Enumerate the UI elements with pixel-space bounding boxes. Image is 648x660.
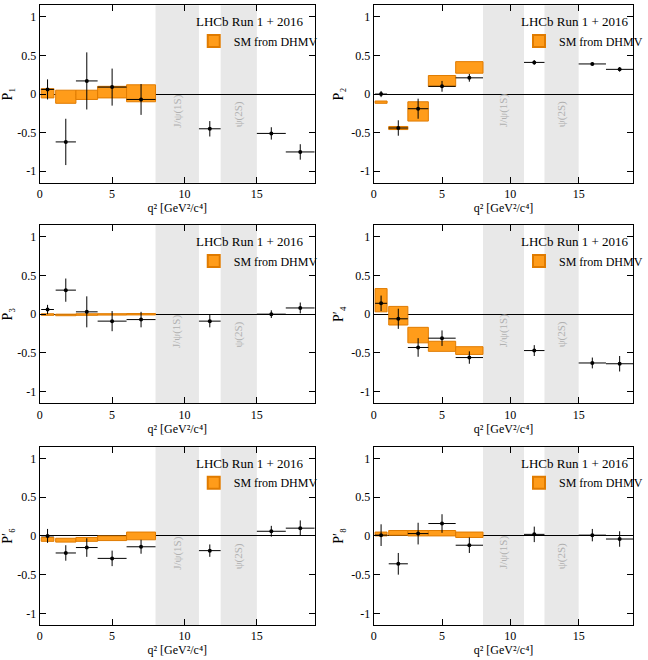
svg-text:LHCb Run 1 + 2016: LHCb Run 1 + 2016	[521, 456, 629, 471]
svg-text:0: 0	[30, 529, 36, 543]
svg-text:-0.5: -0.5	[17, 568, 36, 582]
svg-text:15: 15	[251, 408, 263, 422]
svg-text:J/ψ(1S): J/ψ(1S)	[497, 536, 510, 570]
svg-text:-1: -1	[360, 607, 370, 621]
svg-text:LHCb Run 1 + 2016: LHCb Run 1 + 2016	[196, 456, 304, 471]
svg-text:SM from DHMV: SM from DHMV	[559, 35, 643, 49]
svg-text:-0.5: -0.5	[351, 346, 370, 360]
svg-text:5: 5	[439, 629, 445, 643]
svg-text:5: 5	[109, 187, 115, 201]
svg-text:P₁: P₁	[0, 88, 15, 101]
svg-text:SM from DHMV: SM from DHMV	[234, 35, 318, 49]
svg-text:10: 10	[178, 629, 190, 643]
svg-text:J/ψ(1S): J/ψ(1S)	[171, 536, 184, 570]
svg-text:15: 15	[251, 629, 263, 643]
svg-text:SM from DHMV: SM from DHMV	[234, 255, 318, 269]
svg-text:q² [GeV²/c⁴]: q² [GeV²/c⁴]	[147, 422, 207, 436]
svg-text:ψ(2S): ψ(2S)	[555, 101, 568, 127]
svg-text:15: 15	[573, 629, 585, 643]
svg-text:0.5: 0.5	[21, 490, 36, 504]
svg-text:ψ(2S): ψ(2S)	[232, 543, 245, 569]
svg-text:10: 10	[504, 408, 516, 422]
svg-text:-0.5: -0.5	[351, 126, 370, 140]
svg-text:q² [GeV²/c⁴]: q² [GeV²/c⁴]	[474, 643, 534, 657]
svg-text:15: 15	[573, 408, 585, 422]
svg-text:0.5: 0.5	[355, 49, 370, 63]
svg-text:0: 0	[37, 187, 43, 201]
svg-text:1: 1	[364, 230, 370, 244]
svg-text:q² [GeV²/c⁴]: q² [GeV²/c⁴]	[474, 201, 534, 215]
svg-text:ψ(2S): ψ(2S)	[555, 543, 568, 569]
svg-text:5: 5	[109, 408, 115, 422]
svg-text:SM from DHMV: SM from DHMV	[559, 255, 643, 269]
svg-text:1: 1	[364, 10, 370, 24]
svg-text:0.5: 0.5	[355, 269, 370, 283]
svg-text:10: 10	[504, 629, 516, 643]
svg-text:0: 0	[364, 529, 370, 543]
svg-text:0: 0	[30, 87, 36, 101]
svg-text:LHCb Run 1 + 2016: LHCb Run 1 + 2016	[196, 14, 304, 29]
svg-text:1: 1	[364, 452, 370, 466]
svg-text:-1: -1	[360, 164, 370, 178]
svg-text:q² [GeV²/c⁴]: q² [GeV²/c⁴]	[474, 422, 534, 436]
svg-text:10: 10	[178, 408, 190, 422]
svg-text:1: 1	[30, 10, 36, 24]
svg-text:5: 5	[439, 408, 445, 422]
svg-text:ψ(2S): ψ(2S)	[555, 321, 568, 347]
svg-text:-0.5: -0.5	[17, 126, 36, 140]
svg-text:0: 0	[371, 629, 377, 643]
svg-text:5: 5	[109, 629, 115, 643]
svg-text:0: 0	[37, 629, 43, 643]
svg-text:J/ψ(1S): J/ψ(1S)	[497, 314, 510, 348]
svg-text:LHCb Run 1 + 2016: LHCb Run 1 + 2016	[521, 234, 629, 249]
svg-text:P′₆: P′₆	[0, 528, 15, 544]
svg-text:P₂: P₂	[331, 88, 346, 101]
svg-text:-0.5: -0.5	[17, 346, 36, 360]
svg-text:1: 1	[30, 230, 36, 244]
svg-text:10: 10	[178, 187, 190, 201]
svg-text:0.5: 0.5	[21, 269, 36, 283]
svg-text:15: 15	[251, 187, 263, 201]
svg-text:SM from DHMV: SM from DHMV	[234, 476, 318, 490]
svg-text:q² [GeV²/c⁴]: q² [GeV²/c⁴]	[147, 201, 207, 215]
svg-text:J/ψ(1S): J/ψ(1S)	[170, 315, 183, 349]
svg-text:0.5: 0.5	[21, 49, 36, 63]
svg-text:-1: -1	[26, 164, 36, 178]
svg-text:SM from DHMV: SM from DHMV	[559, 476, 643, 490]
svg-text:ψ(2S): ψ(2S)	[232, 321, 245, 347]
svg-text:0: 0	[37, 408, 43, 422]
svg-text:0: 0	[364, 87, 370, 101]
svg-text:-0.5: -0.5	[351, 568, 370, 582]
svg-text:5: 5	[439, 187, 445, 201]
svg-text:15: 15	[573, 187, 585, 201]
svg-text:J/ψ(1S): J/ψ(1S)	[171, 94, 184, 128]
svg-text:0: 0	[30, 307, 36, 321]
svg-text:P′₈: P′₈	[331, 528, 346, 544]
svg-text:-1: -1	[26, 607, 36, 621]
svg-text:q² [GeV²/c⁴]: q² [GeV²/c⁴]	[147, 643, 207, 657]
svg-text:P₃: P₃	[0, 308, 15, 321]
svg-text:J/ψ(1S): J/ψ(1S)	[497, 94, 510, 128]
svg-text:0: 0	[371, 408, 377, 422]
svg-text:0.5: 0.5	[355, 490, 370, 504]
svg-text:P′₄: P′₄	[331, 306, 346, 322]
svg-text:ψ(2S): ψ(2S)	[232, 101, 245, 127]
svg-text:0: 0	[364, 307, 370, 321]
svg-text:LHCb Run 1 + 2016: LHCb Run 1 + 2016	[521, 14, 629, 29]
svg-text:0: 0	[371, 187, 377, 201]
svg-text:-1: -1	[360, 385, 370, 399]
svg-text:LHCb Run 1 + 2016: LHCb Run 1 + 2016	[196, 234, 304, 249]
svg-text:10: 10	[504, 187, 516, 201]
svg-text:1: 1	[30, 452, 36, 466]
svg-text:-1: -1	[26, 385, 36, 399]
